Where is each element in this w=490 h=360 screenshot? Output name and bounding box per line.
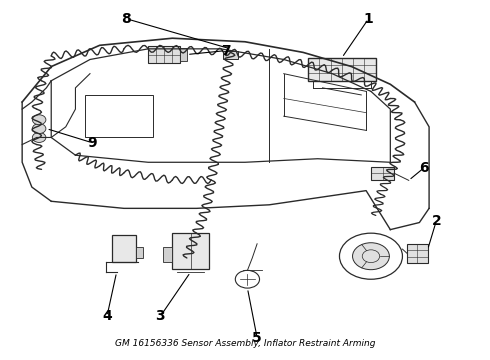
FancyBboxPatch shape	[163, 247, 172, 261]
Text: 8: 8	[122, 12, 131, 26]
FancyBboxPatch shape	[180, 48, 187, 61]
FancyBboxPatch shape	[148, 46, 180, 63]
Circle shape	[32, 115, 46, 125]
Text: 1: 1	[364, 12, 373, 26]
FancyBboxPatch shape	[371, 167, 394, 180]
Text: 7: 7	[221, 44, 230, 58]
FancyBboxPatch shape	[308, 58, 376, 81]
Text: 5: 5	[252, 331, 262, 345]
Text: 9: 9	[88, 136, 97, 150]
Circle shape	[32, 123, 46, 134]
FancyBboxPatch shape	[407, 244, 428, 263]
Circle shape	[352, 243, 390, 270]
Text: 4: 4	[102, 310, 112, 324]
FancyBboxPatch shape	[223, 51, 238, 59]
Circle shape	[32, 132, 46, 143]
Text: 3: 3	[155, 310, 165, 324]
Text: 6: 6	[419, 161, 429, 175]
FancyBboxPatch shape	[172, 233, 209, 269]
FancyBboxPatch shape	[112, 235, 136, 261]
Text: GM 16156336 Sensor Assembly, Inflator Restraint Arming: GM 16156336 Sensor Assembly, Inflator Re…	[115, 339, 375, 348]
Text: 2: 2	[432, 214, 441, 228]
FancyBboxPatch shape	[136, 247, 143, 258]
